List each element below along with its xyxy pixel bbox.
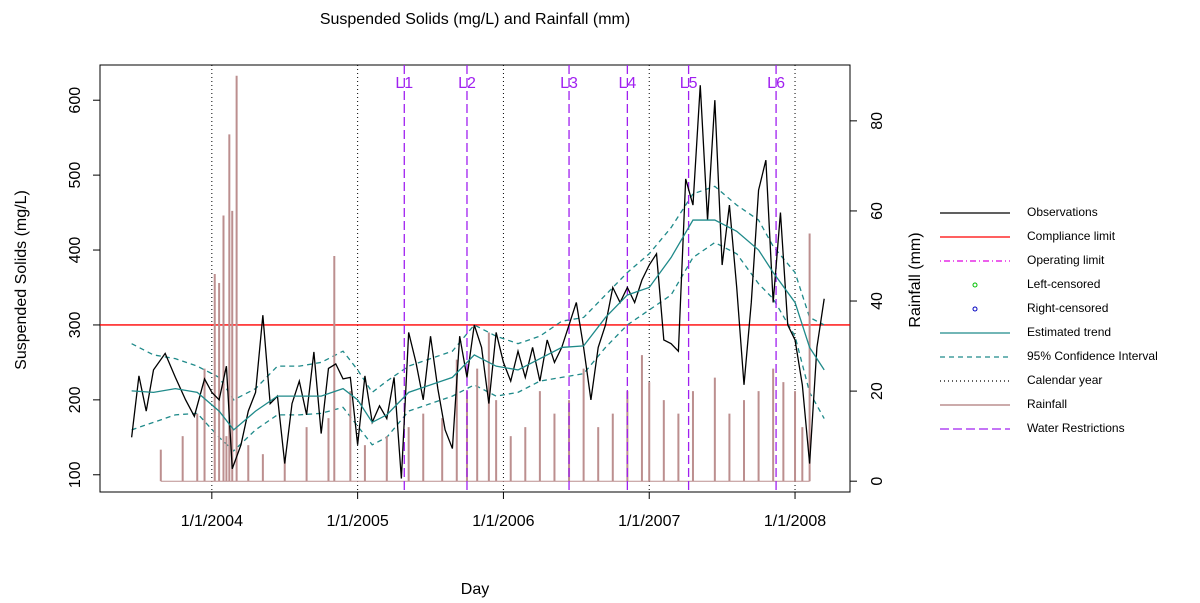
- restriction-label: L6: [767, 75, 785, 92]
- legend-label: Water Restrictions: [1027, 421, 1125, 435]
- legend-marker: [972, 282, 978, 288]
- restriction-label: L1: [395, 75, 413, 92]
- ci-lower: [131, 241, 825, 452]
- restriction-label: L3: [560, 75, 578, 92]
- y-tick-label: 200: [67, 386, 84, 413]
- y2-tick-label: 60: [869, 202, 886, 220]
- ci-upper: [131, 185, 825, 401]
- legend-label: 95% Confidence Interval: [1027, 349, 1158, 363]
- legend-label: Right-censored: [1027, 301, 1108, 315]
- x-tick-label: 1/1/2005: [326, 513, 388, 530]
- y-tick-label: 100: [67, 461, 84, 488]
- legend-marker: [972, 306, 978, 312]
- restriction-label: L2: [458, 75, 476, 92]
- restriction-label: L5: [680, 75, 698, 92]
- y2-axis-title: Rainfall (mm): [907, 232, 924, 327]
- y-tick-label: 500: [67, 162, 84, 189]
- y2-tick-label: 0: [869, 477, 886, 486]
- x-tick-label: 1/1/2006: [472, 513, 534, 530]
- y-tick-label: 600: [67, 87, 84, 114]
- x-axis-title: Day: [461, 581, 489, 598]
- x-tick-label: 1/1/2008: [764, 513, 826, 530]
- legend-label: Operating limit: [1027, 253, 1105, 267]
- y2-tick-label: 20: [869, 382, 886, 400]
- y-tick-label: 400: [67, 237, 84, 264]
- chart-title: Suspended Solids (mg/L) and Rainfall (mm…: [320, 11, 630, 28]
- legend-label: Estimated trend: [1027, 325, 1111, 339]
- x-tick-label: 1/1/2004: [181, 513, 243, 530]
- legend-label: Compliance limit: [1027, 229, 1116, 243]
- restriction-label: L4: [618, 75, 636, 92]
- legend: Observations Compliance limit Operating li…: [940, 205, 1158, 435]
- y-axis-title: Suspended Solids (mg/L): [13, 190, 30, 370]
- y2-tick-label: 40: [869, 292, 886, 310]
- y-tick-label: 300: [67, 312, 84, 339]
- legend-label: Rainfall: [1027, 397, 1067, 411]
- legend-label: Observations: [1027, 205, 1098, 219]
- plot-frame: [99, 64, 851, 493]
- observations-line: [130, 85, 825, 479]
- x-tick-label: 1/1/2007: [618, 513, 680, 530]
- legend-label: Left-censored: [1027, 277, 1100, 291]
- legend-label: Calendar year: [1027, 373, 1102, 387]
- y2-tick-label: 80: [869, 112, 886, 130]
- trend-line: [131, 219, 825, 431]
